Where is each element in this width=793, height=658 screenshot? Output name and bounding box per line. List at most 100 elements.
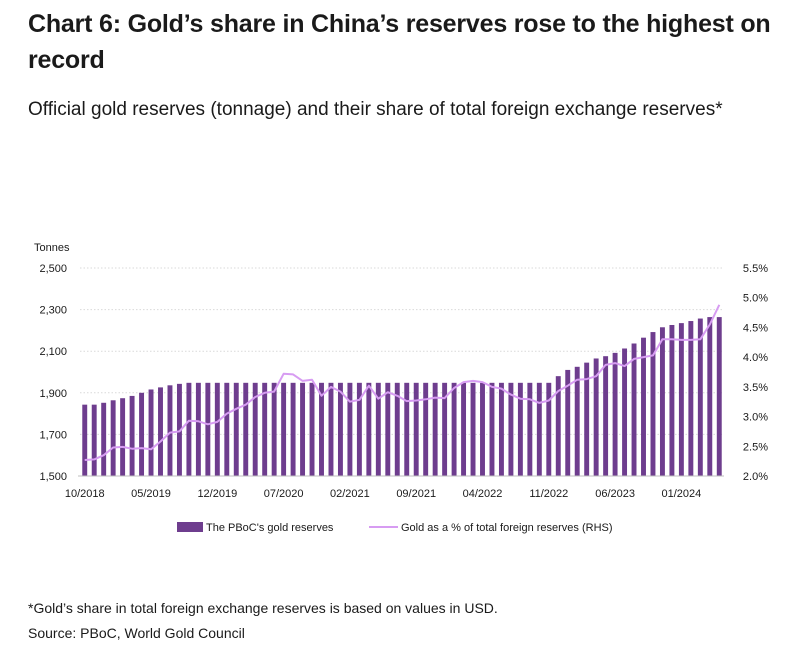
- bar: [148, 389, 154, 476]
- bar: [593, 358, 599, 476]
- y-right-tick-label: 4.0%: [743, 352, 768, 364]
- bar: [110, 400, 116, 476]
- bar: [82, 404, 88, 476]
- y-tick-label: 1,500: [39, 471, 67, 483]
- footnote: *Gold’s share in total foreign exchange …: [28, 600, 498, 616]
- bar: [669, 324, 675, 476]
- x-tick-label: 06/2023: [595, 488, 635, 500]
- bar: [461, 382, 467, 476]
- y-tick-label: 2,100: [39, 346, 67, 358]
- bar: [413, 382, 419, 476]
- bar: [565, 369, 571, 476]
- x-tick-label: 01/2024: [661, 488, 701, 500]
- bar: [120, 398, 126, 476]
- legend-bar-swatch: [177, 522, 203, 532]
- bar: [423, 382, 429, 476]
- bar: [309, 382, 315, 476]
- x-tick-label: 12/2019: [197, 488, 237, 500]
- bar: [574, 366, 580, 476]
- bar: [432, 382, 438, 476]
- x-tick-label: 05/2019: [131, 488, 171, 500]
- bar: [366, 382, 372, 476]
- legend-label: The PBoC's gold reserves: [206, 522, 334, 534]
- y-axis-label: Tonnes: [34, 242, 70, 254]
- bar: [167, 385, 173, 476]
- bar: [659, 327, 665, 476]
- bar: [527, 382, 533, 476]
- bar: [394, 382, 400, 476]
- x-tick-label: 04/2022: [463, 488, 503, 500]
- bar: [404, 382, 410, 476]
- bar: [707, 317, 713, 476]
- bar: [641, 337, 646, 476]
- gridlines: [80, 267, 724, 435]
- source-note: Source: PBoC, World Gold Council: [28, 625, 245, 641]
- bar: [337, 382, 343, 476]
- bar: [328, 382, 334, 476]
- gold-reserves-chart: 1,500 1,700 1,900 2,100 2,300 2,500 2.0% 2.5% 3.…: [34, 242, 768, 534]
- bar: [546, 382, 552, 476]
- bar: [281, 382, 287, 476]
- bar: [555, 376, 561, 476]
- chart-subtitle: Official gold reserves (tonnage) and the…: [28, 99, 723, 120]
- bar: [480, 382, 485, 476]
- bar: [356, 382, 362, 476]
- y-right-tick-label: 3.5%: [743, 382, 768, 394]
- bar: [300, 382, 306, 476]
- y-right-tick-label: 2.0%: [743, 471, 768, 483]
- bar: [271, 382, 277, 476]
- legend: The PBoC's gold reserves Gold as a % of …: [177, 522, 613, 534]
- bar: [347, 382, 353, 476]
- bar: [517, 382, 523, 476]
- bar: [688, 321, 694, 476]
- y-tick-label: 2,300: [39, 305, 67, 317]
- chart-title: Chart 6: Gold’s share in China’s reserve…: [28, 10, 771, 74]
- bar: [385, 382, 391, 476]
- bar: [612, 352, 618, 476]
- x-tick-label: 11/2022: [529, 488, 568, 500]
- bar: [91, 404, 97, 476]
- bar: [489, 382, 495, 476]
- bar: [214, 382, 220, 476]
- bar: [186, 382, 192, 476]
- y-right-tick-label: 3.0%: [743, 412, 768, 424]
- y-right-tick-label: 4.5%: [743, 322, 768, 334]
- bar: [319, 382, 324, 476]
- bar: [678, 323, 684, 476]
- bar: [262, 382, 268, 476]
- bar: [536, 382, 542, 476]
- bar: [375, 382, 381, 476]
- bar: [101, 402, 107, 476]
- y-right-tick-label: 2.5%: [743, 441, 768, 453]
- y-tick-label: 2,500: [39, 263, 67, 275]
- y-right-tick-label: 5.5%: [743, 263, 768, 275]
- x-tick-label: 09/2021: [396, 488, 436, 500]
- bar: [129, 395, 135, 476]
- bar: [603, 356, 609, 476]
- bar: [697, 318, 703, 476]
- y-tick-label: 1,900: [39, 388, 67, 400]
- bar: [233, 382, 239, 476]
- legend-label: Gold as a % of total foreign reserves (R…: [401, 522, 613, 534]
- y-tick-label: 1,700: [39, 429, 67, 441]
- x-tick-label: 02/2021: [330, 488, 370, 500]
- line-series: [84, 304, 721, 461]
- bar: [158, 387, 163, 476]
- bar: [631, 343, 637, 476]
- bar: [205, 382, 211, 476]
- bar: [252, 382, 258, 476]
- bar: [716, 317, 722, 476]
- y-right-tick-label: 5.0%: [743, 293, 768, 305]
- bar: [224, 382, 230, 476]
- bar: [442, 382, 448, 476]
- bar: [650, 332, 656, 476]
- bar: [290, 382, 296, 476]
- share-line: [84, 304, 721, 461]
- bar: [622, 348, 628, 476]
- bar: [584, 362, 590, 476]
- bar: [498, 382, 504, 476]
- bar-series: [82, 317, 722, 476]
- x-tick-label: 10/2018: [65, 488, 105, 500]
- bar: [508, 382, 514, 476]
- bar: [139, 392, 145, 476]
